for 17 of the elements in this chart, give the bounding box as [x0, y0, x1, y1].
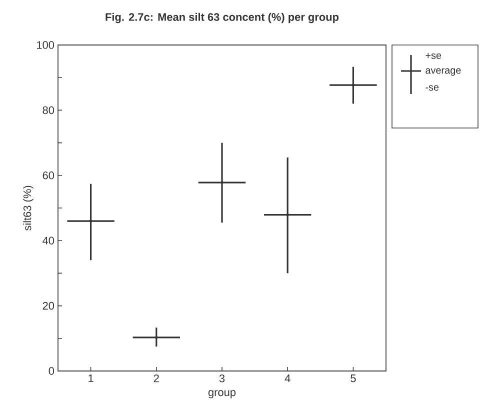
- text: +se: [426, 53, 442, 59]
- x-tick-label: 4: [284, 374, 290, 382]
- y-tick-label: 40: [42, 236, 54, 244]
- x-tick-label: 5: [350, 374, 356, 382]
- text: -se: [426, 85, 439, 91]
- y-tick-label: 60: [42, 172, 54, 180]
- legend-label: average: [426, 68, 461, 76]
- x-axis-title: group: [208, 390, 236, 398]
- x-tick-label: 3: [219, 374, 225, 382]
- x-tick-label: 1: [88, 374, 94, 382]
- y-tick-label: 0: [48, 367, 54, 375]
- y-tick-label: 20: [42, 302, 54, 310]
- y-tick-label: 100: [37, 41, 54, 49]
- y-tick-label: 80: [42, 106, 54, 114]
- y-axis-title: silt63 (%): [23, 186, 34, 231]
- chart-title: Fig. 2.7c: Mean silt 63 concent (%) per group: [106, 12, 339, 24]
- x-tick-label: 2: [154, 374, 159, 382]
